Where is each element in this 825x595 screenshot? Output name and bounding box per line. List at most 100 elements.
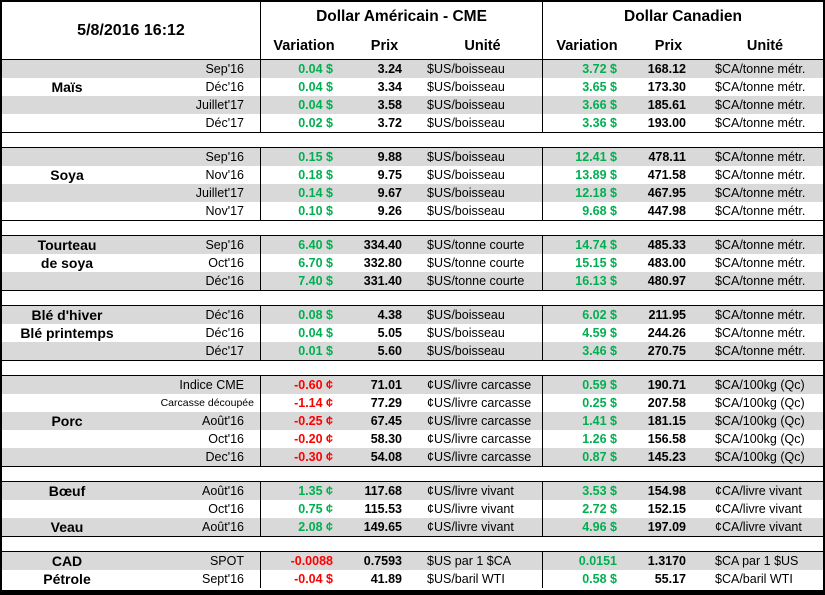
table-row: Soya Nov'16 0.18 $ 9.75 $US/boisseau 13.… <box>2 166 823 184</box>
ca-variation-value: 0.25 $ <box>542 394 630 412</box>
table-row: de soya Oct'16 6.70 $ 332.80 $US/tonne c… <box>2 254 823 272</box>
table-row: Veau Août'16 2.08 ¢ 149.65 ¢US/livre viv… <box>2 518 823 536</box>
ca-unit-label: $CA/tonne métr. <box>715 98 806 112</box>
contract-month: Déc'17 <box>205 116 244 130</box>
table-row: Sep'16 0.15 $ 9.88 $US/boisseau 12.41 $ … <box>2 148 823 166</box>
ca-variation-value: 12.18 $ <box>542 184 630 202</box>
us-variation-value: 0.75 ¢ <box>260 500 346 518</box>
ca-price-value: 168.12 <box>647 62 686 76</box>
us-price-value: 9.88 <box>377 150 402 164</box>
us-price-value: 0.7593 <box>363 554 402 568</box>
us-variation-value: 2.08 ¢ <box>260 518 346 536</box>
ca-variation-value: 4.59 $ <box>542 324 630 342</box>
us-unit-label: $US/tonne courte <box>427 256 525 270</box>
contract-month: Carcasse découpée <box>160 397 254 409</box>
section-divider <box>2 132 823 148</box>
section-divider <box>2 536 823 552</box>
ca-variation-value: 0.58 $ <box>542 570 630 588</box>
ca-variation-value: 4.96 $ <box>542 518 630 536</box>
contract-month: Nov'16 <box>205 168 244 182</box>
section-divider <box>2 466 823 482</box>
ca-unit-label: ¢CA/livre vivant <box>715 520 802 534</box>
ca-variation-value: 0.0151 <box>542 552 630 570</box>
commodity-name <box>2 500 132 518</box>
ca-price-value: 483.00 <box>647 256 686 270</box>
ca-unit-label: $CA/tonne métr. <box>715 344 806 358</box>
section-divider <box>2 220 823 236</box>
us-unit-label: $US/boisseau <box>427 186 505 200</box>
us-price-value: 3.24 <box>377 62 402 76</box>
us-variation-value: 1.35 ¢ <box>260 482 346 500</box>
ca-variation-header: Variation <box>556 37 618 54</box>
commodity-name <box>2 430 132 448</box>
ca-price-value: 152.15 <box>647 502 686 516</box>
ca-price-value: 244.26 <box>647 326 686 340</box>
section-ble: Blé d'hiver Déc'16 0.08 $ 4.38 $US/boiss… <box>2 306 823 360</box>
ca-variation-value: 16.13 $ <box>542 272 630 290</box>
us-price-value: 4.38 <box>377 308 402 322</box>
table-row: Déc'16 7.40 $ 331.40 $US/tonne courte 16… <box>2 272 823 290</box>
us-unit-label: ¢US/livre carcasse <box>427 378 532 392</box>
us-price-value: 334.40 <box>363 238 402 252</box>
table-row: Oct'16 0.75 ¢ 115.53 ¢US/livre vivant 2.… <box>2 500 823 518</box>
ca-unit-label: $CA par 1 $US <box>715 554 799 568</box>
ca-unit-label: $CA/tonne métr. <box>715 80 806 94</box>
contract-month: Déc'16 <box>205 308 244 322</box>
contract-month: SPOT <box>209 554 244 568</box>
ca-price-value: 480.97 <box>647 274 686 288</box>
section-boeuf-veau: Bœuf Août'16 1.35 ¢ 117.68 ¢US/livre viv… <box>2 482 823 536</box>
ca-unite-header: Unité <box>746 37 784 54</box>
contract-month: Juillet'17 <box>195 98 244 112</box>
ca-variation-value: 13.89 $ <box>542 166 630 184</box>
ca-unit-label: ¢CA/livre vivant <box>715 502 802 516</box>
us-unit-label: $US/boisseau <box>427 326 505 340</box>
ca-price-value: 154.98 <box>647 484 686 498</box>
ca-unit-label: $CA/100kg (Qc) <box>715 432 805 446</box>
contract-month: Juillet'17 <box>195 186 244 200</box>
us-column-headers: Variation Prix Unité <box>260 32 542 59</box>
section-porc: Indice CME -0.60 ¢ 71.01 ¢US/livre carca… <box>2 376 823 466</box>
ca-variation-value: 0.59 $ <box>542 376 630 394</box>
table-row: Pétrole Sept'16 -0.04 $ 41.89 $US/baril … <box>2 570 823 588</box>
us-unit-label: $US/boisseau <box>427 168 505 182</box>
commodity-name <box>2 114 132 132</box>
us-variation-value: 0.04 $ <box>260 78 346 96</box>
commodity-name: Maïs <box>51 79 83 95</box>
ca-price-value: 173.30 <box>647 80 686 94</box>
ca-price-value: 447.98 <box>647 204 686 218</box>
ca-unit-label: $CA/tonne métr. <box>715 326 806 340</box>
us-unit-label: ¢US/livre carcasse <box>427 414 532 428</box>
us-unit-label: $US/boisseau <box>427 344 505 358</box>
report-timestamp: 5/8/2016 16:12 <box>77 21 185 39</box>
us-unit-label: $US/boisseau <box>427 98 505 112</box>
us-price-value: 77.29 <box>370 396 402 410</box>
commodity-name <box>2 202 132 220</box>
table-row: Juillet'17 0.04 $ 3.58 $US/boisseau 3.66… <box>2 96 823 114</box>
ca-variation-value: 12.41 $ <box>542 148 630 166</box>
ca-unit-label: $CA/tonne métr. <box>715 186 806 200</box>
us-variation-header: Variation <box>273 37 335 54</box>
ca-variation-value: 2.72 $ <box>542 500 630 518</box>
table-row: Déc'17 0.02 $ 3.72 $US/boisseau 3.36 $ 1… <box>2 114 823 132</box>
table-row: Blé d'hiver Déc'16 0.08 $ 4.38 $US/boiss… <box>2 306 823 324</box>
us-variation-value: -0.30 ¢ <box>260 448 346 466</box>
table-row: Bœuf Août'16 1.35 ¢ 117.68 ¢US/livre viv… <box>2 482 823 500</box>
us-prix-header: Prix <box>370 37 399 54</box>
us-variation-value: -0.04 $ <box>260 570 346 588</box>
commodity-name: Blé printemps <box>20 325 114 341</box>
ca-unit-label: $CA/tonne métr. <box>715 238 806 252</box>
us-price-value: 9.67 <box>377 186 402 200</box>
ca-unit-label: $CA/tonne métr. <box>715 274 806 288</box>
commodity-name <box>2 342 132 360</box>
commodity-name: Veau <box>50 519 84 535</box>
commodity-name: CAD <box>51 553 83 569</box>
ca-unit-label: $CA/100kg (Qc) <box>715 378 805 392</box>
ca-variation-value: 3.72 $ <box>542 60 630 78</box>
table-row: Juillet'17 0.14 $ 9.67 $US/boisseau 12.1… <box>2 184 823 202</box>
ca-variation-value: 9.68 $ <box>542 202 630 220</box>
us-variation-value: -0.25 ¢ <box>260 412 346 430</box>
commodity-name: de soya <box>40 255 94 271</box>
us-unit-label: $US/boisseau <box>427 62 505 76</box>
ca-unit-label: $CA/tonne métr. <box>715 308 806 322</box>
